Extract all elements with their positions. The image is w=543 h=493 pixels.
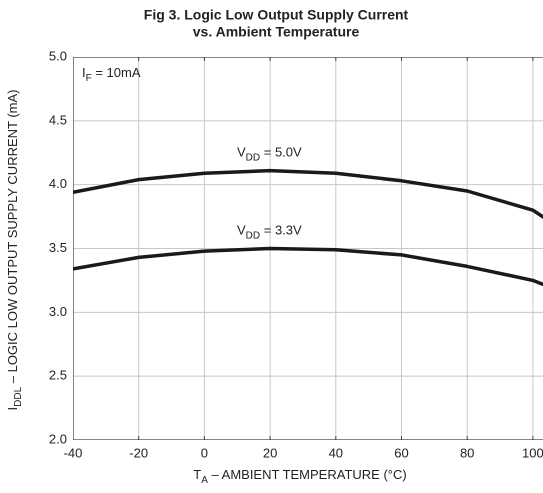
data-line (73, 168, 543, 219)
series-label-rest: = 3.3V (260, 223, 302, 238)
y-tick-label: 2.5 (49, 368, 67, 383)
series-label-rest: = 5.0V (260, 145, 302, 160)
series-label-main: V (237, 223, 246, 238)
chart-title: Fig 3. Logic Low Output Supply Current (144, 7, 409, 23)
annotation-sub: F (86, 73, 92, 84)
y-axis-label-rest: – LOGIC LOW OUTPUT SUPPLY CURRENT (mA) (5, 89, 20, 386)
y-tick-label: 5.0 (49, 48, 67, 63)
y-tick-label: 2.0 (49, 431, 67, 446)
data-line (73, 246, 543, 287)
y-axis-label: IDDL – LOGIC LOW OUTPUT SUPPLY CURRENT (… (5, 89, 23, 410)
x-tick-label: -40 (64, 445, 83, 460)
x-tick-label: 100 (522, 445, 543, 460)
y-tick-label: 3.0 (49, 304, 67, 319)
x-axis-label-main: T (193, 467, 201, 482)
series-label: VDD = 5.0V (237, 145, 302, 163)
annotation-rest: = 10mA (92, 65, 141, 80)
chart-title: vs. Ambient Temperature (193, 24, 360, 40)
annotation-main: I (82, 65, 86, 80)
y-axis-label-sub: DDL (13, 386, 24, 406)
series-label-sub: DD (246, 152, 260, 163)
x-tick-label: 0 (201, 445, 208, 460)
x-tick-label: 20 (263, 445, 277, 460)
series-label-main: V (237, 145, 246, 160)
x-tick-label: 80 (460, 445, 474, 460)
x-tick-label: 60 (394, 445, 408, 460)
y-tick-label: 4.0 (49, 176, 67, 191)
series-label-sub: DD (246, 230, 260, 241)
series-label: VDD = 3.3V (237, 223, 302, 241)
x-axis-label-rest: – AMBIENT TEMPERATURE (°C) (208, 467, 407, 482)
annotation: IF = 10mA (82, 65, 141, 83)
x-tick-label: -20 (129, 445, 148, 460)
x-tick-label: 40 (329, 445, 343, 460)
y-axis-label-main: I (5, 407, 20, 411)
y-tick-label: 4.5 (49, 112, 67, 127)
x-axis-label: TA – AMBIENT TEMPERATURE (°C) (193, 467, 406, 485)
y-tick-label: 3.5 (49, 240, 67, 255)
plot-area (73, 57, 543, 440)
x-axis-label-sub: A (201, 475, 208, 486)
